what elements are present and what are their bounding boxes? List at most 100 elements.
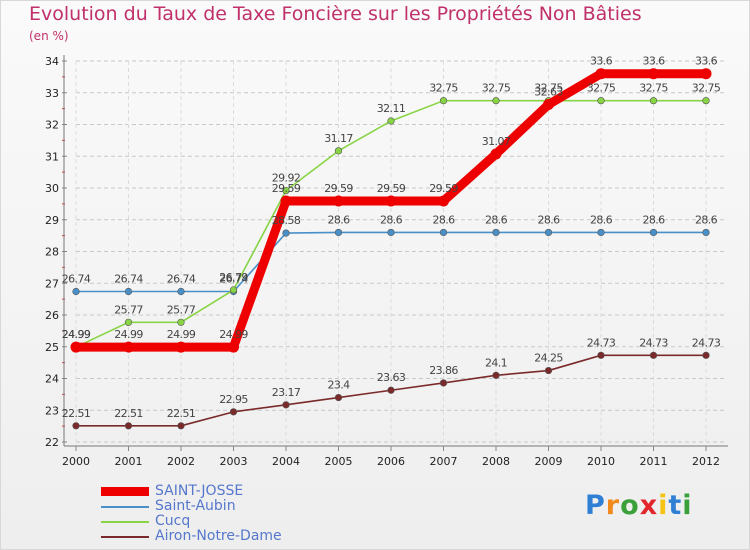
data-label: 23.4 — [327, 379, 350, 392]
data-point — [282, 186, 290, 195]
data-label: 28.6 — [590, 213, 613, 226]
data-point — [123, 341, 134, 353]
data-point — [700, 68, 712, 80]
data-label: 32.11 — [377, 102, 406, 115]
data-label: 24.99 — [62, 328, 91, 341]
data-label: 28.6 — [327, 213, 350, 226]
x-tick-label: 2012 — [692, 455, 720, 468]
data-point — [124, 287, 133, 296]
y-tick-label: 27 — [45, 277, 59, 290]
data-label: 25.77 — [167, 303, 196, 316]
data-point — [597, 97, 605, 105]
data-label: 26.74 — [114, 273, 143, 286]
data-label: 28.6 — [380, 213, 403, 226]
data-label: 22.51 — [62, 407, 91, 420]
data-point — [492, 371, 500, 379]
data-label: 29.92 — [272, 172, 301, 185]
data-point — [492, 97, 500, 105]
data-label: 22.51 — [114, 407, 143, 420]
data-label: 26.74 — [62, 273, 91, 286]
data-label: 26.74 — [167, 273, 196, 286]
data-point — [649, 351, 658, 359]
data-label: 24.99 — [62, 328, 91, 341]
y-tick-label: 22 — [45, 436, 59, 449]
data-label: 33.6 — [642, 55, 665, 68]
logo-letter: x — [639, 490, 659, 521]
data-point — [280, 195, 292, 207]
data-point — [439, 228, 448, 237]
chart-title: Evolution du Taux de Taxe Foncière sur l… — [29, 3, 642, 25]
data-point — [124, 318, 133, 326]
data-point — [648, 68, 659, 80]
data-point — [334, 228, 343, 237]
legend-label: Airon-Notre-Dame — [155, 528, 282, 544]
legend-swatch — [101, 487, 149, 496]
data-point — [177, 318, 185, 326]
logo-letter: o — [620, 490, 640, 521]
data-point — [438, 195, 449, 207]
data-label: 23.17 — [272, 386, 301, 399]
x-tick-label: 2007 — [430, 455, 458, 468]
data-label: 24.73 — [692, 336, 721, 349]
y-tick-label: 30 — [45, 182, 59, 195]
data-point — [543, 98, 554, 110]
data-point — [282, 229, 290, 237]
data-label: 24.25 — [534, 352, 563, 365]
y-tick-label: 33 — [45, 87, 59, 100]
line-chart: 22 23 24 25 26 27 28 29 30 31 32 33 34 2000 2001 2002 20… — [45, 55, 728, 468]
data-label: 22.51 — [167, 407, 196, 420]
logo-letter: P — [585, 490, 606, 521]
x-tick-label: 2008 — [482, 455, 510, 468]
data-label: 28.6 — [695, 213, 718, 226]
data-label: 33.6 — [590, 55, 613, 68]
data-point — [229, 408, 238, 416]
logo-letter: t — [668, 490, 683, 521]
data-point — [702, 97, 710, 105]
data-label: 32.75 — [482, 82, 511, 95]
data-point — [595, 68, 607, 80]
data-label: 24.99 — [167, 328, 196, 341]
data-label: 22.95 — [219, 393, 248, 406]
y-tick-label: 24 — [45, 373, 59, 386]
data-label: 29.59 — [324, 182, 353, 195]
data-point — [387, 228, 395, 237]
legend-swatch — [101, 521, 149, 523]
data-point — [490, 148, 502, 160]
series-saint-josse — [70, 68, 712, 353]
data-label: 29.59 — [377, 182, 406, 195]
data-label: 28.58 — [272, 214, 301, 227]
data-point — [334, 147, 343, 155]
data-label: 29.59 — [272, 182, 301, 195]
data-label: 29.59 — [429, 182, 458, 195]
data-point — [439, 379, 448, 387]
data-label: 25.77 — [114, 303, 143, 316]
legend-swatch — [101, 506, 149, 508]
data-label: 24.1 — [485, 356, 507, 369]
data-label: 31.07 — [482, 135, 511, 148]
data-label: 28.6 — [537, 213, 560, 226]
data-label: 28.6 — [642, 213, 665, 226]
data-point — [175, 341, 187, 353]
y-tick-label: 26 — [45, 309, 59, 322]
data-point — [124, 422, 133, 430]
y-tick-label: 32 — [45, 119, 59, 132]
data-label: 26.74 — [219, 273, 248, 286]
data-label: 32.75 — [429, 82, 458, 95]
data-point — [702, 228, 710, 237]
data-point — [597, 351, 605, 359]
data-label: 32.63 — [534, 85, 563, 98]
y-tick-label: 25 — [45, 341, 59, 354]
data-point — [544, 228, 553, 237]
x-tick-label: 2005 — [325, 455, 353, 468]
data-point — [228, 341, 239, 353]
data-label: 23.86 — [429, 364, 458, 377]
legend-label: Saint-Aubin — [155, 498, 236, 514]
y-tick-label: 34 — [45, 55, 59, 68]
data-point — [229, 286, 238, 294]
y-tick-label: 23 — [45, 404, 59, 417]
data-point — [544, 366, 553, 375]
data-label: 31.17 — [324, 132, 353, 145]
logo-letter: i — [682, 490, 693, 521]
proxiti-logo: Proxiti — [585, 490, 693, 521]
data-point — [282, 401, 290, 409]
